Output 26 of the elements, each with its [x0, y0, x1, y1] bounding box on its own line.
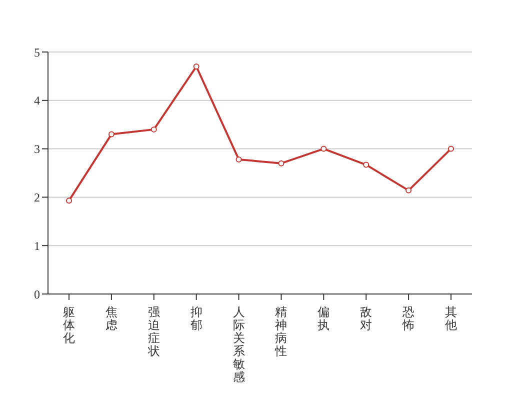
x-tick-label: 恐怖 [402, 305, 415, 332]
x-tick-label: 焦虑 [105, 305, 118, 332]
point [278, 160, 284, 166]
point [193, 64, 200, 70]
point [150, 126, 157, 132]
y-tick-label: 0 [34, 287, 40, 302]
y-tick-label: 2 [34, 190, 40, 204]
y-tick-label: 4 [34, 94, 40, 108]
point [448, 146, 454, 152]
x-tick-label: 强迫症状 [146, 305, 160, 358]
point [236, 156, 242, 162]
point [320, 146, 327, 152]
x-tick-label: 人际关系敏感 [232, 305, 245, 384]
y-tick-label: 5 [34, 45, 40, 60]
x-tick-label: 抑郁 [190, 305, 202, 332]
x-tick-label: 精神病性 [274, 305, 288, 358]
x-tick-label: 其他 [445, 305, 457, 332]
point [108, 131, 114, 138]
x-tick-label: 偏执 [318, 305, 330, 332]
y-tick-label: 1 [34, 238, 40, 253]
point [66, 198, 72, 204]
x-tick-label: 躯体化 [63, 305, 75, 345]
x-tick-label: 敌对 [360, 305, 372, 332]
y-tick-label: 3 [34, 142, 40, 156]
point [363, 162, 370, 168]
point [406, 187, 412, 194]
